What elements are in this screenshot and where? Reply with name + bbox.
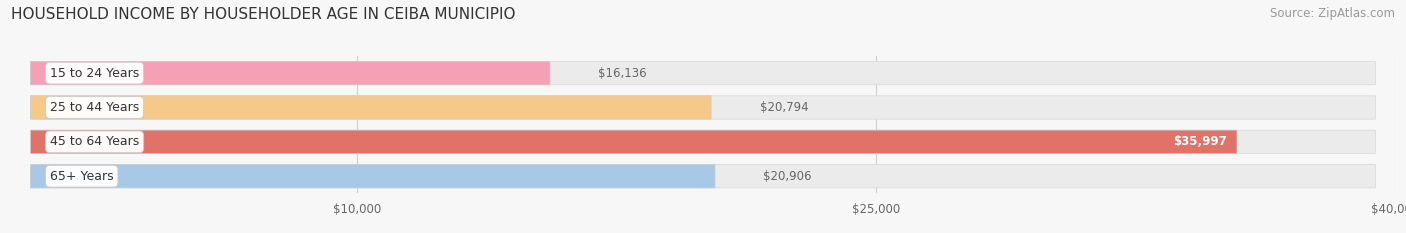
FancyBboxPatch shape <box>31 62 1375 85</box>
Text: 65+ Years: 65+ Years <box>51 170 114 183</box>
FancyBboxPatch shape <box>31 96 711 119</box>
Text: 15 to 24 Years: 15 to 24 Years <box>51 67 139 80</box>
FancyBboxPatch shape <box>31 96 1375 119</box>
Text: $20,906: $20,906 <box>763 170 811 183</box>
FancyBboxPatch shape <box>31 62 550 85</box>
FancyBboxPatch shape <box>31 164 1375 188</box>
Text: 25 to 44 Years: 25 to 44 Years <box>51 101 139 114</box>
Text: $35,997: $35,997 <box>1174 135 1227 148</box>
Text: 45 to 64 Years: 45 to 64 Years <box>51 135 139 148</box>
Text: $16,136: $16,136 <box>599 67 647 80</box>
Text: $20,794: $20,794 <box>759 101 808 114</box>
Text: Source: ZipAtlas.com: Source: ZipAtlas.com <box>1270 7 1395 20</box>
FancyBboxPatch shape <box>31 130 1375 154</box>
FancyBboxPatch shape <box>31 130 1237 154</box>
FancyBboxPatch shape <box>31 164 716 188</box>
Text: HOUSEHOLD INCOME BY HOUSEHOLDER AGE IN CEIBA MUNICIPIO: HOUSEHOLD INCOME BY HOUSEHOLDER AGE IN C… <box>11 7 516 22</box>
